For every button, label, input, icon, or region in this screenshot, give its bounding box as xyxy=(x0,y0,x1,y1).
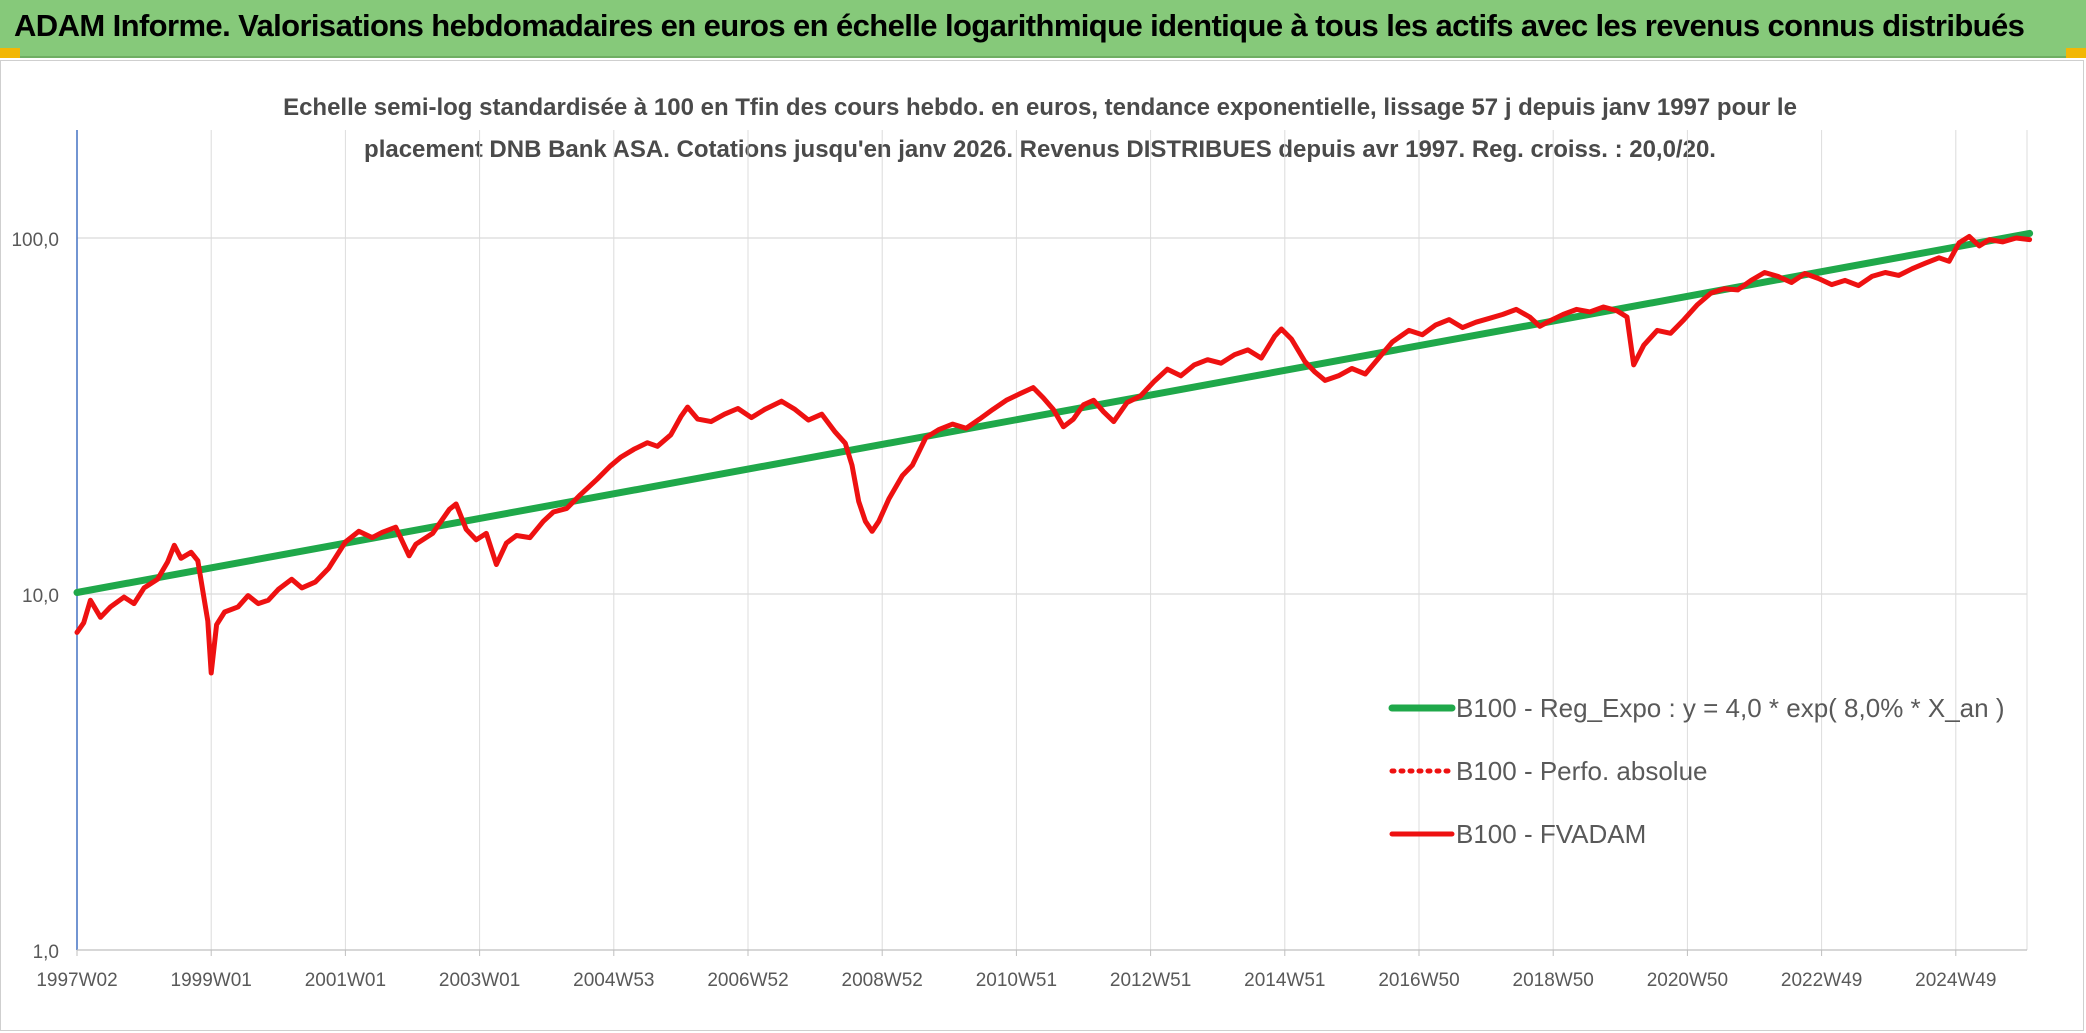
legend-label-0: B100 - Reg_Expo : y = 4,0 * exp( 8,0% * … xyxy=(1456,693,2005,723)
x-tick-label: 1997W02 xyxy=(36,970,117,991)
chart-subtitle-line-1: Echelle semi-log standardisée à 100 en T… xyxy=(283,94,1797,121)
x-tick-label: 2006W52 xyxy=(707,970,788,991)
chart-subtitle-line-2: placement DNB Bank ASA. Cotations jusqu'… xyxy=(364,136,1716,163)
x-tick-label: 2020W50 xyxy=(1647,970,1728,991)
x-tick-label: 2022W49 xyxy=(1781,970,1862,991)
chart-legend: B100 - Reg_Expo : y = 4,0 * exp( 8,0% * … xyxy=(1388,693,2005,849)
series-line-2 xyxy=(74,234,2033,676)
x-tick-label: 2001W01 xyxy=(305,970,386,991)
y-tick-label: 10,0 xyxy=(22,586,59,607)
x-tick-label: 2004W53 xyxy=(573,970,654,991)
page-title: ADAM Informe. Valorisations hebdomadaire… xyxy=(14,8,2025,43)
x-tick-label: 2024W49 xyxy=(1915,970,1996,991)
corner-marker-right xyxy=(2066,48,2086,58)
x-tick-label: 1999W01 xyxy=(171,970,252,991)
x-tick-label: 2018W50 xyxy=(1513,970,1594,991)
x-tick-label: 2012W51 xyxy=(1110,970,1191,991)
x-tick-label: 2008W52 xyxy=(842,970,923,991)
corner-marker-left xyxy=(0,48,20,58)
x-tick-label: 2010W51 xyxy=(976,970,1057,991)
y-tick-label: 1,0 xyxy=(33,942,59,963)
x-tick-label: 2014W51 xyxy=(1244,970,1325,991)
legend-label-2: B100 - FVADAM xyxy=(1456,819,1646,849)
chart-grid xyxy=(77,130,2028,950)
chart-series-layer xyxy=(73,229,2034,676)
x-tick-label: 2003W01 xyxy=(439,970,520,991)
chart-axes: 1,0 10,0 100,0 1997W02 1999W01 2001W01 2003W01… xyxy=(11,130,2027,991)
legend-label-1: B100 - Perfo. absolue xyxy=(1456,756,1708,786)
x-tick-label: 2016W50 xyxy=(1378,970,1459,991)
header-bar: ADAM Informe. Valorisations hebdomadaire… xyxy=(0,0,2086,58)
y-tick-label: 100,0 xyxy=(11,230,59,251)
